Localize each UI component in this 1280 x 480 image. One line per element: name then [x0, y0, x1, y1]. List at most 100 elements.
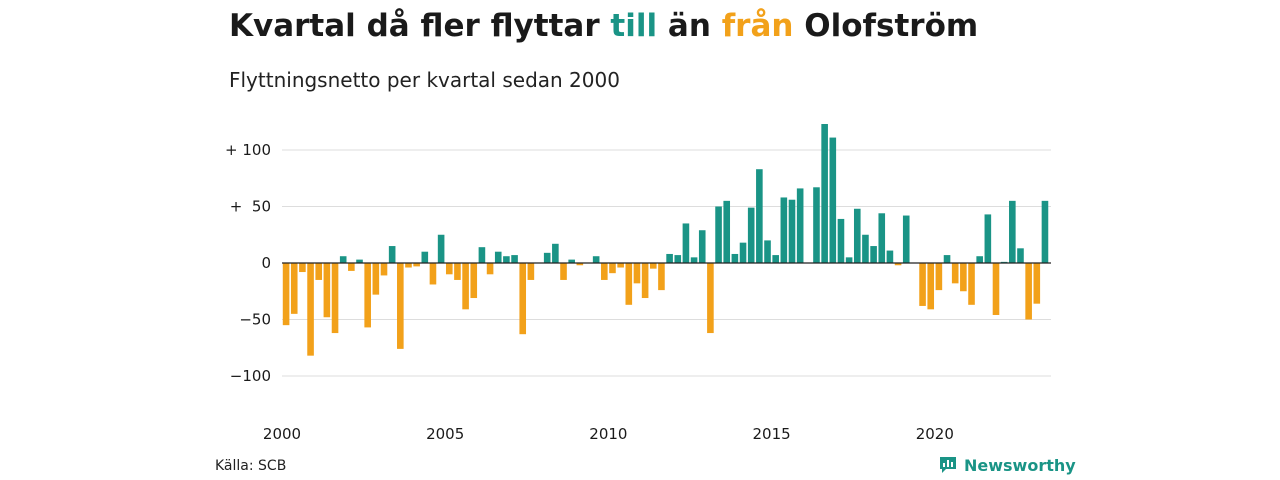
bar [641, 263, 649, 299]
bar [1025, 263, 1032, 320]
bars [282, 124, 1049, 356]
bar [943, 255, 951, 263]
bar [821, 124, 828, 263]
bar [388, 246, 396, 263]
x-tick-label: 2000 [263, 425, 301, 443]
bar [992, 263, 1000, 315]
bar [560, 263, 567, 280]
bar [315, 263, 323, 280]
bar [658, 263, 665, 291]
bar [462, 263, 469, 310]
bar [772, 255, 779, 263]
chart-title: Kvartal då fler flyttar till än från Olo… [229, 8, 978, 44]
bar [813, 187, 820, 263]
bar [1017, 248, 1024, 263]
bar [470, 263, 478, 299]
bar [486, 263, 494, 275]
bar [764, 240, 771, 263]
bar [707, 263, 714, 334]
bar [494, 251, 502, 263]
bar [503, 256, 510, 263]
bar [666, 253, 673, 263]
x-tick-label: 2015 [753, 425, 791, 443]
newsworthy-logo-icon [940, 457, 956, 473]
bar [625, 263, 633, 305]
bar [878, 213, 886, 263]
bar [356, 259, 363, 263]
source-label: Källa: SCB [215, 458, 287, 474]
bar [307, 263, 314, 356]
title-part-2: än [657, 8, 722, 44]
bar [478, 247, 486, 263]
bar [405, 263, 412, 268]
title-positive-word: till [610, 8, 658, 44]
bar [609, 263, 616, 274]
bar [568, 259, 575, 263]
bar [592, 256, 600, 263]
bar [380, 263, 388, 276]
bar [437, 234, 445, 263]
bar [829, 137, 837, 263]
bar [682, 223, 690, 263]
y-axis-ticks: + 100 + 50 0 −50 −100 [225, 141, 271, 385]
bar [372, 263, 380, 295]
bar [331, 263, 339, 334]
bar [951, 263, 959, 284]
x-tick-label: 2010 [589, 425, 627, 443]
bar [698, 230, 706, 263]
bar [445, 263, 453, 275]
x-tick-label: 2020 [916, 425, 954, 443]
bar [739, 242, 747, 263]
bar [731, 253, 739, 263]
bar [397, 263, 404, 349]
bar [870, 246, 877, 263]
bar [715, 206, 722, 263]
bar [421, 251, 429, 263]
bar [429, 263, 437, 285]
bar [935, 263, 943, 291]
bar [894, 263, 902, 266]
bar [633, 263, 641, 284]
grid-lines [282, 149, 1051, 377]
bar [413, 263, 420, 267]
bar [519, 263, 527, 335]
bar [902, 215, 910, 263]
bar [968, 263, 975, 305]
bar [364, 263, 371, 328]
bar [290, 263, 298, 314]
bar [576, 263, 584, 266]
bar [723, 200, 731, 263]
title-negative-word: från [721, 8, 794, 44]
brand-logo[interactable]: Newsworthy [938, 455, 1076, 475]
bar [919, 263, 926, 306]
bar [845, 257, 853, 263]
bar [1033, 263, 1041, 304]
y-tick-label: + 50 [230, 198, 271, 216]
bar [552, 243, 559, 263]
bar [527, 263, 535, 280]
x-axis-ticks: 2000 2005 2010 2015 2020 [263, 425, 954, 443]
bar [1041, 200, 1049, 263]
bar [674, 255, 682, 263]
x-tick-label: 2005 [426, 425, 464, 443]
bar [1009, 200, 1016, 263]
bar [780, 197, 788, 263]
y-tick-label: −50 [239, 311, 271, 329]
y-tick-label: −100 [230, 367, 271, 385]
bar [886, 250, 894, 263]
bar [788, 199, 796, 263]
bar [454, 263, 461, 280]
bar [756, 169, 763, 263]
bar [960, 263, 967, 292]
brand-name: Newsworthy [964, 455, 1076, 475]
bar [984, 214, 992, 263]
bar [837, 218, 845, 263]
title-part-3: Olofström [793, 8, 979, 44]
bar [511, 255, 518, 263]
bar [690, 257, 698, 263]
bar [796, 188, 804, 263]
y-tick-label: 0 [261, 254, 271, 272]
bar [649, 263, 657, 269]
bar [853, 208, 861, 263]
